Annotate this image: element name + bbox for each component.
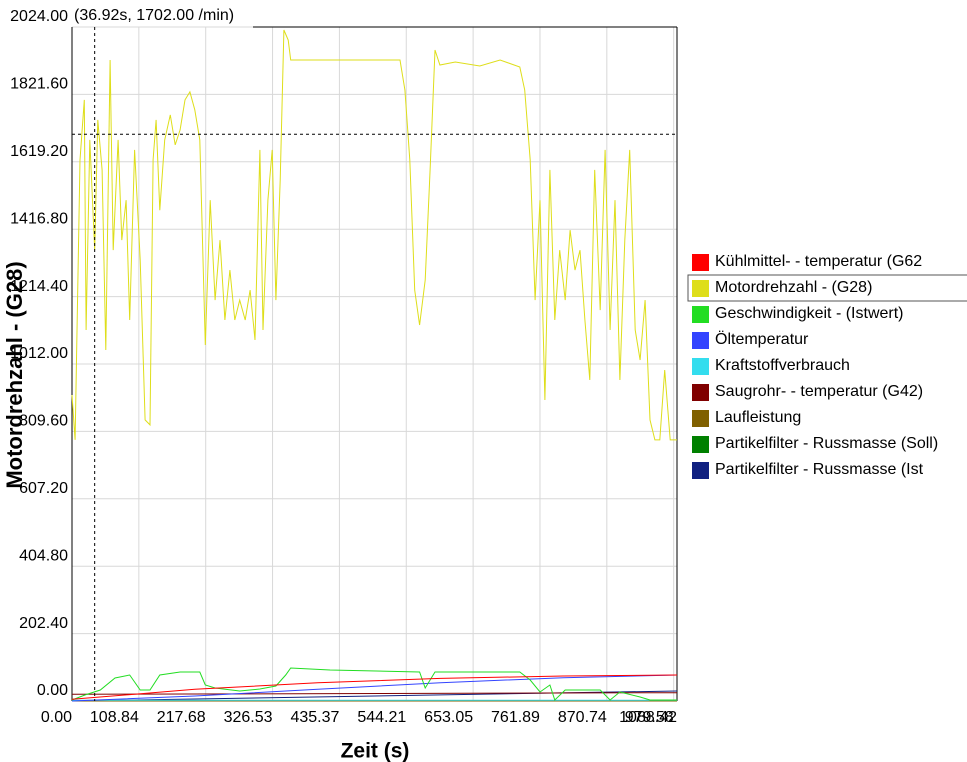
legend-label: Saugrohr- - temperatur (G42)	[715, 383, 923, 400]
legend-swatch	[692, 306, 709, 323]
series-line	[71, 29, 677, 441]
legend-swatch	[692, 358, 709, 375]
legend-swatch	[692, 332, 709, 349]
series-line	[71, 674, 678, 702]
y-tick-label: 607.20	[19, 480, 68, 497]
y-tick-label: 809.60	[19, 413, 68, 430]
y-tick-label: 202.40	[19, 615, 68, 632]
legend-label: Öltemperatur	[715, 330, 809, 348]
legend-label: Laufleistung	[715, 409, 801, 426]
series-line	[71, 674, 678, 700]
legend-label: Partikelfilter - Russmasse (Ist	[715, 461, 924, 478]
legend-swatch	[692, 254, 709, 271]
x-tick-label: 0.00	[41, 709, 72, 726]
x-tick-label: 870.74	[558, 709, 607, 726]
x-tick-label: 761.89	[491, 709, 540, 726]
x-tick-label: 979.58	[625, 709, 674, 726]
x-tick-label: 435.37	[290, 709, 339, 726]
y-tick-label: 2024.00	[10, 8, 68, 25]
series-line	[71, 692, 678, 695]
legend-swatch	[692, 462, 709, 479]
y-tick-label: 1214.40	[10, 278, 68, 295]
x-tick-label: 326.53	[224, 709, 273, 726]
legend-label: Geschwindigkeit - (Istwert)	[715, 305, 904, 322]
cursor-readout: (36.92s, 1702.00 /min)	[74, 7, 234, 24]
plot-area	[71, 26, 678, 702]
x-tick-label: 217.68	[157, 709, 206, 726]
y-tick-label: 404.80	[19, 547, 68, 564]
legend-label: Kühlmittel- - temperatur (G62	[715, 253, 922, 270]
x-tick-label: 653.05	[424, 709, 473, 726]
y-tick-label: 0.00	[37, 682, 68, 699]
y-tick-label: 1012.00	[10, 345, 68, 362]
legend-label: Partikelfilter - Russmasse (Soll)	[715, 435, 938, 452]
legend-label: Motordrehzahl - (G28)	[715, 279, 872, 296]
y-tick-label: 1619.20	[10, 143, 68, 160]
series-line	[71, 667, 677, 701]
legend-swatch	[692, 410, 709, 427]
legend-swatch	[692, 384, 709, 401]
y-tick-label: 1821.60	[10, 76, 68, 93]
legend-swatch	[692, 280, 709, 297]
x-axis-title: Zeit (s)	[341, 740, 410, 762]
x-tick-label: 544.21	[357, 709, 406, 726]
legend: Kühlmittel- - temperatur (G62 Motordrehza…	[687, 253, 967, 479]
x-tick-label: 108.84	[90, 709, 139, 726]
legend-highlight	[687, 274, 967, 302]
x-tick-label: 1088.42	[619, 709, 677, 726]
y-tick-label: 1416.80	[10, 210, 68, 227]
ticks: 0.00 202.40 404.80 607.20 809.60 1012.00 1214.…	[10, 7, 677, 726]
legend-label: Kraftstoffverbrauch	[715, 357, 850, 374]
legend-swatch	[692, 436, 709, 453]
y-axis-title: Motordrehzahl - (G28)	[2, 261, 27, 488]
